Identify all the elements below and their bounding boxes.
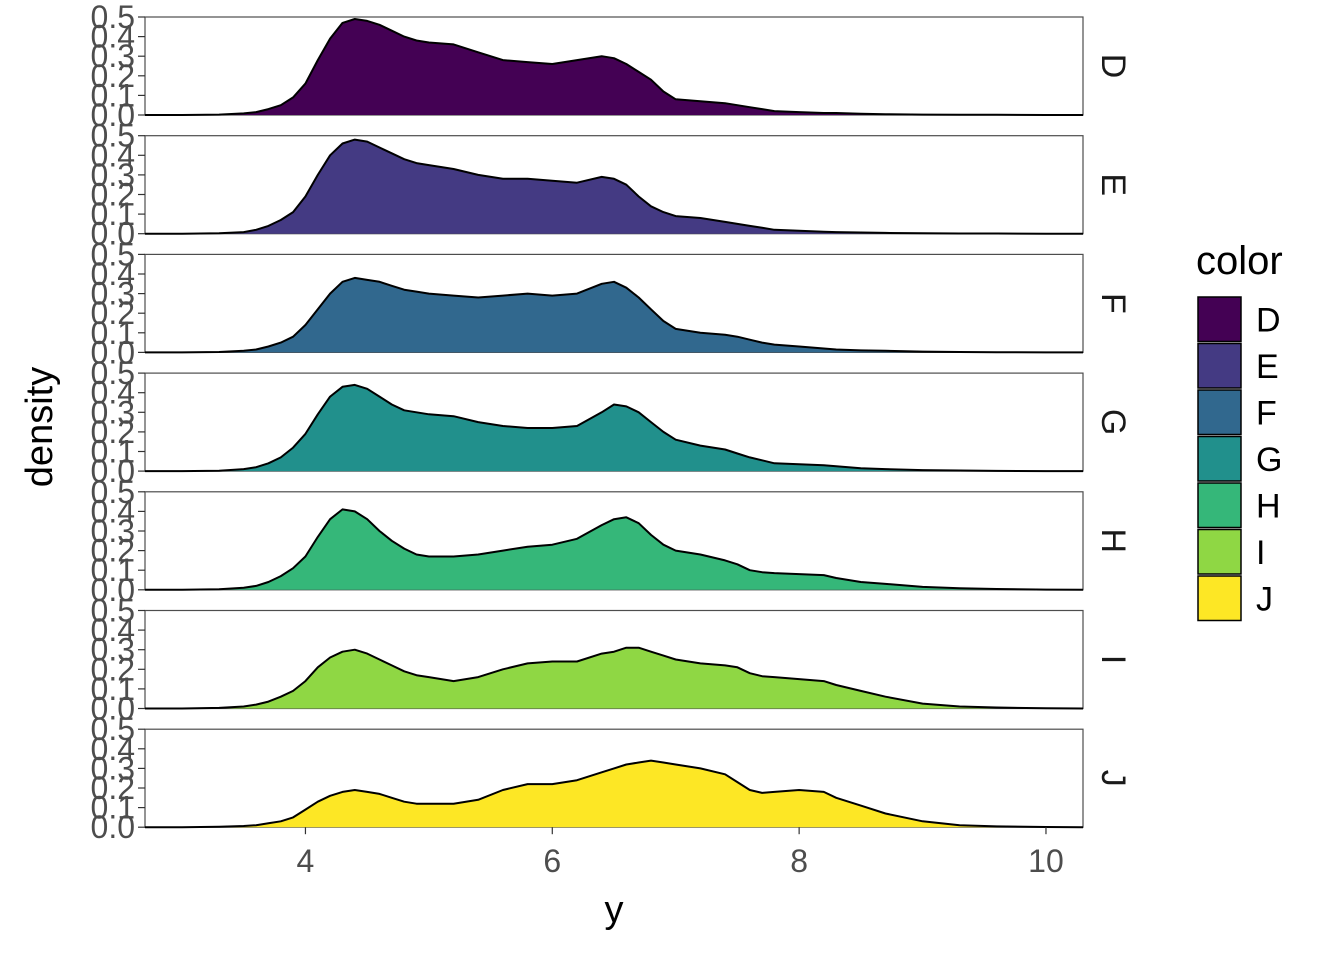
legend-key-E (1197, 342, 1242, 389)
x-axis: 4 6 8 10 (297, 827, 1064, 879)
x-tick-label-3: 10 (1028, 843, 1064, 879)
y-tick-label-H-1: 0.1 (91, 552, 135, 588)
y-tick-label-G-1: 0.1 (91, 434, 135, 470)
strip-label-J: J (1094, 770, 1132, 787)
y-tick-label-I-1: 0.1 (91, 671, 135, 707)
y-tick-label-H-5: 0.5 (91, 474, 135, 510)
density-line-J (145, 759, 1084, 829)
density-area-F (145, 277, 1083, 353)
legend-key-F (1197, 389, 1242, 436)
y-tick-label-I-0: 0.0 (91, 691, 135, 727)
legend-label-F: F (1256, 394, 1277, 432)
legend-label-H: H (1256, 487, 1281, 525)
density-area-E (145, 139, 1083, 234)
y-tick-label-G-3: 0.3 (91, 394, 135, 430)
y-tick-label-D-3: 0.3 (91, 38, 135, 74)
y-tick-label-H-2: 0.2 (91, 533, 135, 569)
y-tick-label-F-1: 0.1 (91, 315, 135, 351)
legend-label-I: I (1256, 534, 1265, 572)
y-axes: 0.00.10.20.30.40.50.00.10.20.30.40.50.00… (91, 0, 145, 845)
y-axis-title: density (19, 367, 61, 487)
x-tick-label-1: 6 (543, 843, 561, 879)
legend-key-G (1197, 435, 1242, 482)
y-tick-label-J-3: 0.3 (91, 750, 135, 786)
y-tick-label-I-3: 0.3 (91, 632, 135, 668)
legend-label-E: E (1256, 348, 1279, 386)
y-tick-label-E-4: 0.4 (91, 137, 135, 173)
strip-label-G: G (1094, 409, 1132, 435)
facet-panels (144, 16, 1084, 829)
density-area-G (145, 384, 1083, 472)
density-area-H (145, 509, 1083, 590)
legend-label-D: D (1256, 301, 1281, 339)
y-tick-label-F-2: 0.2 (91, 295, 135, 331)
y-tick-label-I-2: 0.2 (91, 651, 135, 687)
facet-strip-labels: D E F G H I J (1094, 54, 1132, 787)
strip-label-F: F (1094, 293, 1132, 314)
legend-key-D (1197, 296, 1242, 343)
y-tick-label-F-3: 0.3 (91, 276, 135, 312)
strip-label-D: D (1094, 54, 1132, 79)
density-area-I (145, 647, 1083, 709)
y-tick-label-J-1: 0.1 (91, 790, 135, 826)
y-tick-label-J-2: 0.2 (91, 770, 135, 806)
x-tick-label-2: 8 (790, 843, 808, 879)
y-tick-label-J-4: 0.4 (91, 731, 135, 767)
y-tick-label-D-5: 0.5 (91, 0, 135, 35)
y-tick-label-J-5: 0.5 (91, 711, 135, 747)
legend-key-I (1197, 528, 1242, 575)
legend-label-J: J (1256, 580, 1273, 618)
density-line-E (145, 138, 1083, 235)
y-tick-label-I-5: 0.5 (91, 593, 135, 629)
density-area-D (145, 19, 1083, 115)
strip-label-E: E (1094, 173, 1132, 196)
density-line-F (145, 276, 1083, 354)
density-line-H (145, 508, 1084, 591)
y-tick-label-H-3: 0.3 (91, 513, 135, 549)
y-tick-label-J-0: 0.0 (91, 809, 135, 845)
y-tick-label-G-2: 0.2 (91, 414, 135, 450)
y-tick-label-F-4: 0.4 (91, 256, 135, 292)
density-area-J (145, 760, 1083, 828)
y-tick-label-I-4: 0.4 (91, 612, 135, 648)
x-tick-label-0: 4 (297, 843, 315, 879)
y-tick-label-G-5: 0.5 (91, 355, 135, 391)
y-tick-label-H-0: 0.0 (91, 572, 135, 608)
density-line-G (145, 383, 1083, 473)
strip-label-I: I (1094, 655, 1132, 664)
legend-key-H (1197, 482, 1242, 529)
y-tick-label-D-1: 0.1 (91, 77, 135, 113)
y-tick-label-D-4: 0.4 (91, 19, 135, 55)
y-tick-label-D-2: 0.2 (91, 58, 135, 94)
legend-title: color (1196, 239, 1283, 283)
y-tick-label-D-0: 0.0 (91, 97, 135, 133)
y-tick-label-E-2: 0.2 (91, 177, 135, 213)
y-tick-label-F-5: 0.5 (91, 236, 135, 272)
y-tick-label-G-4: 0.4 (91, 375, 135, 411)
density-line-D (145, 18, 1083, 116)
y-tick-label-E-3: 0.3 (91, 157, 135, 193)
legend-key-J (1197, 575, 1242, 622)
y-tick-label-E-5: 0.5 (91, 118, 135, 154)
density-line-I (145, 646, 1084, 710)
y-tick-label-H-4: 0.4 (91, 493, 135, 529)
strip-label-H: H (1094, 529, 1132, 554)
y-tick-label-F-0: 0.0 (91, 334, 135, 370)
legend-label-G: G (1256, 441, 1282, 479)
x-axis-title: y (605, 889, 624, 931)
y-tick-label-G-0: 0.0 (91, 453, 135, 489)
y-tick-label-E-1: 0.1 (91, 196, 135, 232)
y-tick-label-E-0: 0.0 (91, 216, 135, 252)
